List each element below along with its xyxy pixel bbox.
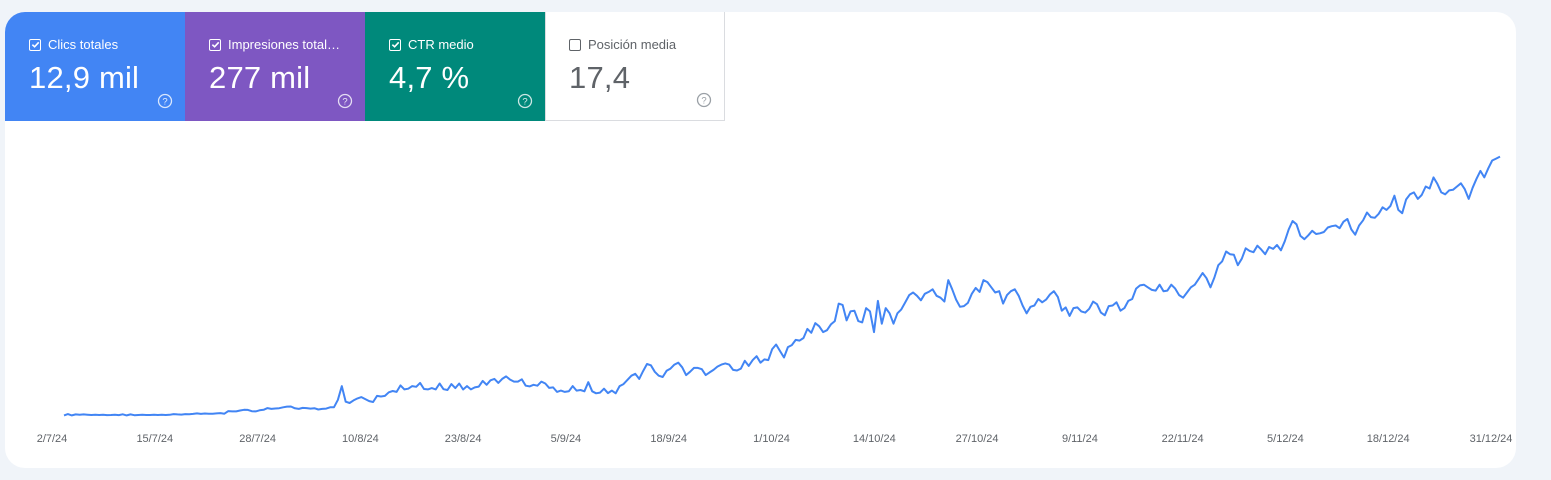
svg-text:?: ? [342,97,347,108]
metric-card-ctr[interactable]: CTR medio 4,7 % ? [365,12,545,121]
help-icon[interactable]: ? [517,93,533,109]
metric-card-clicks[interactable]: Clics totales 12,9 mil ? [5,12,185,121]
checkbox-icon[interactable] [389,38,401,51]
x-tick-label: 18/12/24 [1367,433,1410,445]
series-line-clicks [63,155,1501,417]
metric-label: Clics totales [48,37,119,52]
x-tick-label: 18/9/24 [650,433,687,445]
metric-value: 4,7 % [389,60,470,95]
x-tick-label: 5/9/24 [551,433,582,445]
x-tick-label: 9/11/24 [1062,433,1098,445]
x-tick-label: 10/8/24 [342,433,379,445]
x-tick-label: 23/8/24 [445,433,482,445]
x-axis-ticks: 2/7/24 15/7/24 28/7/24 10/8/24 23/8/24 5/9/24… [37,433,1513,445]
x-tick-label: 22/11/24 [1162,433,1204,445]
chart-lines [63,155,1501,417]
svg-text:?: ? [522,97,527,108]
x-tick-label: 31/12/24 [1470,433,1513,445]
checkbox-icon[interactable] [209,38,221,51]
x-tick-label: 2/7/24 [37,433,68,445]
x-tick-label: 5/12/24 [1267,433,1304,445]
metric-value: 12,9 mil [29,60,140,95]
svg-text:?: ? [701,96,706,107]
metric-value: 17,4 [569,60,631,95]
svg-text:?: ? [162,97,167,108]
performance-card: Clics totales 12,9 mil ? Impresiones tot… [5,12,1516,468]
x-tick-label: 15/7/24 [136,433,173,445]
metric-label: Impresiones total… [228,37,340,52]
x-tick-label: 27/10/24 [956,433,999,445]
metric-value: 277 mil [209,60,311,95]
metric-tabs: Clics totales 12,9 mil ? Impresiones tot… [5,12,725,121]
x-tick-label: 28/7/24 [239,433,276,445]
performance-line-chart: 2/7/24 15/7/24 28/7/24 10/8/24 23/8/24 5/9/24… [37,155,1513,445]
metric-label: CTR medio [408,37,474,52]
help-icon[interactable]: ? [157,93,173,109]
metric-card-impressions[interactable]: Impresiones total… 277 mil ? [185,12,365,121]
checkbox-icon[interactable] [29,38,41,51]
x-tick-label: 14/10/24 [853,433,896,445]
metric-card-position[interactable]: Posición media 17,4 ? [545,12,725,121]
metric-label: Posición media [588,37,677,52]
help-icon[interactable]: ? [696,92,712,108]
checkbox-icon[interactable] [569,38,581,51]
help-icon[interactable]: ? [337,93,353,109]
x-tick-label: 1/10/24 [753,433,790,445]
